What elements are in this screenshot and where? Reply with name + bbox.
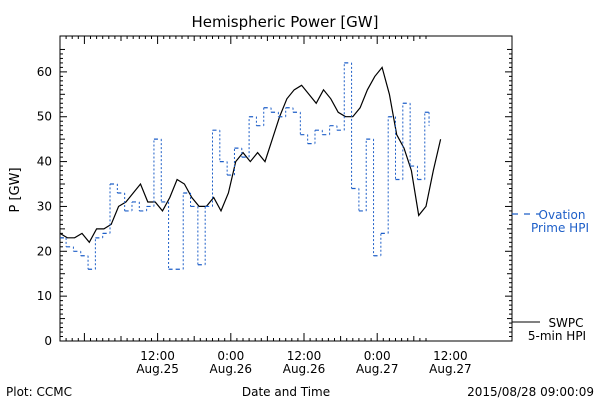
legend-ovation-line1: Ovation <box>539 208 586 222</box>
x-tick-label-time: 12:00 <box>433 349 468 363</box>
x-tick-label-date: Aug.27 <box>356 362 399 376</box>
y-tick-label: 50 <box>37 110 52 124</box>
x-tick-label-date: Aug.26 <box>283 362 326 376</box>
footer-plot-credit: Plot: CCMC <box>6 385 72 399</box>
y-axis: 0 10 20 30 40 50 60 <box>37 48 512 348</box>
series-swpc-line <box>59 66 442 244</box>
x-tick-label-time: 12:00 <box>140 349 175 363</box>
x-tick-label-time: 12:00 <box>287 349 322 363</box>
series-ovation <box>60 62 430 270</box>
x-tick-label-date: Aug.25 <box>136 362 179 376</box>
footer-timestamp: 2015/08/28 09:00:09 <box>467 385 594 399</box>
plot-area <box>59 35 513 342</box>
legend-ovation: Ovation Prime HPI <box>512 208 589 235</box>
x-axis-label: Date and Time <box>242 385 330 399</box>
y-tick-label: 20 <box>37 244 52 258</box>
y-tick-label: 60 <box>37 65 52 79</box>
y-tick-label: 30 <box>37 199 52 213</box>
legend-ovation-line2: Prime HPI <box>531 221 589 235</box>
x-tick-label-date: Aug.27 <box>429 362 472 376</box>
x-axis: 12:00Aug.250:00Aug.2612:00Aug.260:00Aug.… <box>59 36 472 376</box>
legend-swpc-line1: SWPC <box>548 316 583 330</box>
series-layer <box>59 62 442 270</box>
y-tick-label: 40 <box>37 155 52 169</box>
y-axis-label: P [GW] <box>8 167 23 212</box>
x-tick-label-time: 0:00 <box>217 349 244 363</box>
x-tick-label-date: Aug.26 <box>210 362 253 376</box>
y-tick-label: 0 <box>44 334 52 348</box>
legend-swpc: SWPC 5-min HPI <box>512 316 586 343</box>
x-tick-label-time: 0:00 <box>364 349 391 363</box>
chart-title: Hemispheric Power [GW] <box>192 13 379 31</box>
y-tick-label: 10 <box>37 289 52 303</box>
legend-swpc-line2: 5-min HPI <box>528 329 586 343</box>
